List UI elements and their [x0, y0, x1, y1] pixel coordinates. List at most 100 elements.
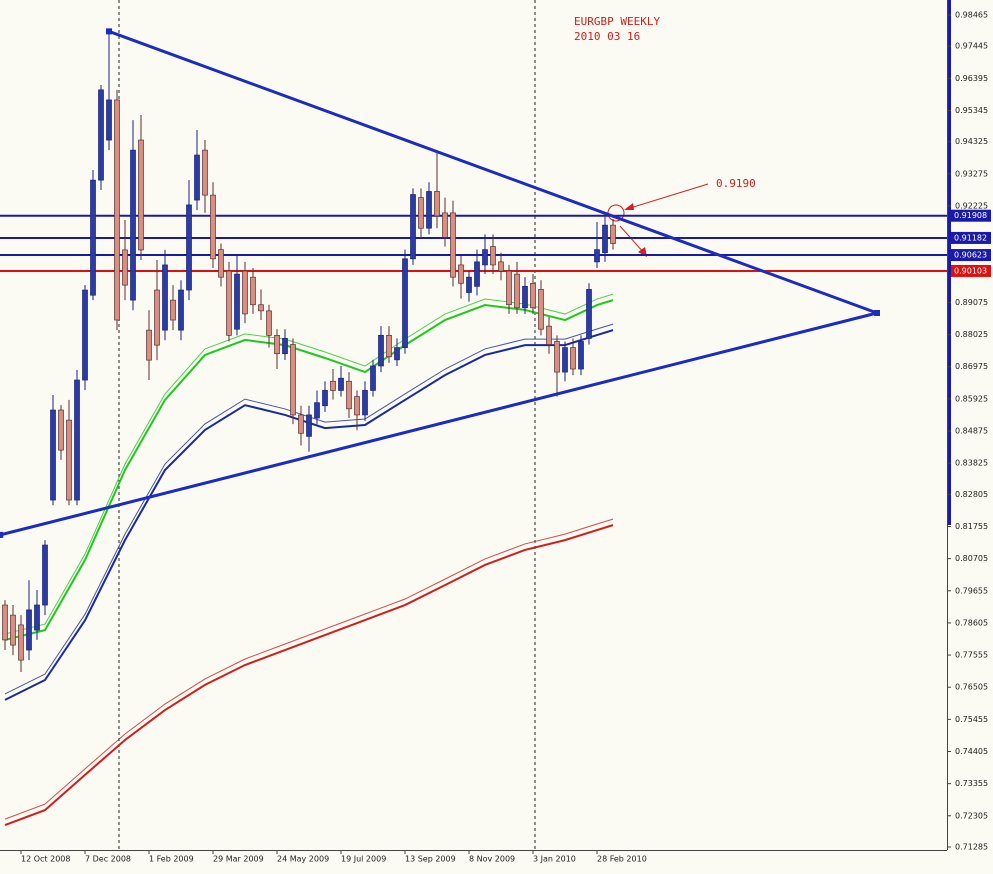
y-tick-label: 0.72305: [955, 811, 988, 820]
candle-body: [130, 149, 136, 301]
x-tick-label: 13 Sep 2009: [405, 855, 456, 864]
y-tick-label: 0.80705: [955, 554, 988, 563]
x-tick-label: 24 May 2009: [277, 855, 329, 864]
candle-body: [178, 289, 184, 331]
candle-body: [578, 341, 584, 370]
candle-body: [522, 286, 528, 309]
y-tick-label: 0.97445: [955, 42, 988, 51]
y-tick-label: 0.78605: [955, 618, 988, 627]
y-tick-label: 0.83825: [955, 459, 988, 468]
x-tick-label: 29 Mar 2009: [213, 855, 264, 864]
y-tick-label: 0.94325: [955, 137, 988, 146]
candle-body: [498, 261, 504, 272]
level-label-box: [951, 231, 991, 244]
candle-body: [66, 419, 72, 501]
candle-body: [434, 191, 440, 217]
y-tick-label: 0.75455: [955, 715, 988, 724]
candle-body: [362, 390, 368, 416]
candle-body: [402, 258, 408, 348]
candle-body: [530, 282, 536, 309]
y-tick-label: 0.98465: [955, 11, 988, 20]
y-tick-label: 0.88025: [955, 330, 988, 339]
y-tick-label: 0.81755: [955, 522, 988, 531]
trendline: [0, 311, 878, 537]
x-tick-label: 3 Jan 2010: [533, 855, 576, 864]
candle-body: [570, 347, 576, 370]
candle-body: [226, 270, 232, 336]
candle-body: [58, 409, 64, 451]
candle-body: [218, 249, 224, 278]
candle-body: [202, 149, 208, 196]
y-tick-label: 0.93275: [955, 169, 988, 178]
trendline-handle: [106, 28, 112, 35]
x-tick-label: 12 Oct 2008: [21, 855, 70, 864]
candle-body: [386, 334, 392, 358]
y-tick-label: 0.82805: [955, 490, 988, 499]
level-label-box: [951, 209, 991, 222]
candle-body: [594, 249, 600, 263]
candle-body: [410, 194, 416, 260]
moving-average: [4, 524, 614, 827]
candle-body: [274, 334, 280, 355]
level-label-box: [951, 264, 991, 277]
candle-body: [562, 347, 568, 373]
level-label: 0.90623: [954, 251, 987, 260]
candle-body: [154, 289, 160, 346]
y-tick-label: 0.92225: [955, 202, 988, 211]
candle-body: [426, 191, 432, 229]
chart-title: EURGBP WEEKLY: [574, 15, 660, 28]
y-tick-label: 0.84875: [955, 427, 988, 436]
y-tick-label: 0.85925: [955, 394, 988, 403]
candle-body: [290, 344, 296, 416]
candle-body: [322, 390, 328, 407]
candle-body: [546, 325, 552, 345]
annotation-arrow: [619, 225, 645, 254]
candle-body: [42, 544, 48, 606]
level-label: 0.91182: [954, 233, 987, 242]
moving-average-thin: [4, 518, 614, 820]
annotation-arrow: [626, 183, 709, 210]
candle-body: [186, 204, 192, 291]
candle-body: [34, 604, 40, 631]
arrowhead: [624, 203, 634, 210]
candle-body: [162, 264, 168, 331]
candle-body: [234, 273, 240, 330]
candle-body: [330, 380, 336, 391]
candle-body: [506, 270, 512, 306]
candle-body: [194, 154, 200, 201]
x-tick-label: 7 Dec 2008: [85, 855, 131, 864]
candle-body: [378, 334, 384, 367]
y-tick-label: 0.89075: [955, 298, 988, 307]
trendline-handle: [874, 309, 880, 316]
candle-body: [258, 304, 264, 312]
candle-body: [370, 365, 376, 391]
candle-body: [146, 329, 152, 361]
candle-body: [482, 249, 488, 266]
candle-body: [586, 289, 592, 339]
candle-body: [514, 273, 520, 309]
candle-body: [114, 99, 120, 321]
y-tick-label: 0.77555: [955, 651, 988, 660]
moving-average-thin: [4, 323, 614, 695]
candle-body: [338, 377, 344, 391]
candle-body: [90, 179, 96, 296]
candle-body: [26, 609, 32, 651]
x-tick-label: 8 Nov 2009: [469, 855, 515, 864]
candle-body: [610, 224, 616, 244]
y-tick-label: 0.79655: [955, 586, 988, 595]
y-tick-label: 0.71285: [955, 843, 988, 852]
candle-body: [394, 347, 400, 361]
y-tick-label: 0.73355: [955, 779, 988, 788]
candle-body: [210, 194, 216, 260]
y-tick-label: 0.95345: [955, 106, 988, 115]
candle-body: [266, 310, 272, 336]
candle-body: [74, 379, 80, 501]
candle-body: [538, 289, 544, 330]
candle-body: [10, 614, 16, 646]
candle-body: [298, 414, 304, 434]
trendline: [108, 29, 878, 315]
candle-body: [282, 338, 288, 355]
candle-body: [2, 604, 8, 641]
